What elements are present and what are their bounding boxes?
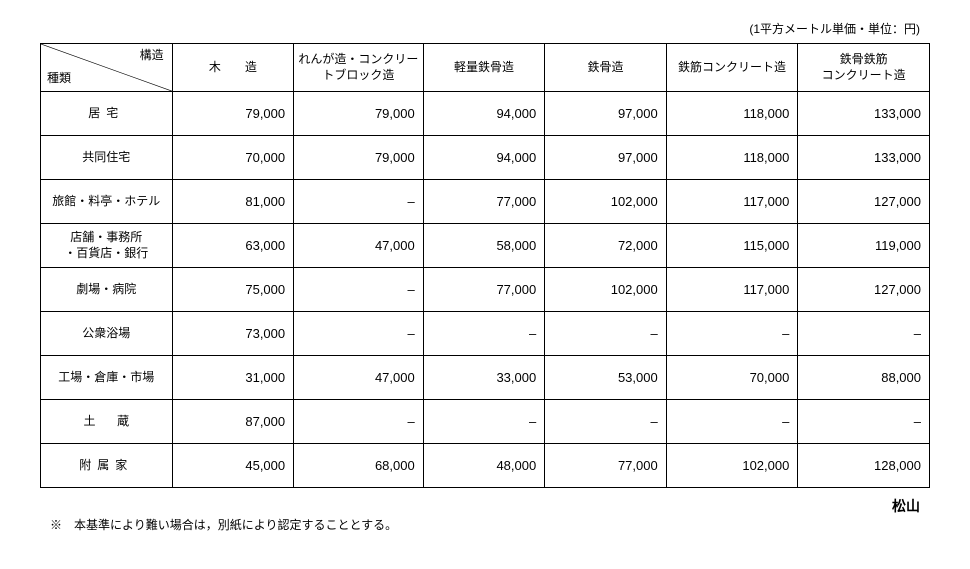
table-row: 居宅79,00079,00094,00097,000118,000133,000 (41, 92, 930, 136)
value-cell: 68,000 (294, 444, 424, 488)
value-cell: 97,000 (545, 136, 667, 180)
value-cell: – (294, 180, 424, 224)
value-cell: 133,000 (798, 92, 930, 136)
column-header: 鉄骨鉄筋コンクリート造 (798, 44, 930, 92)
value-cell: 117,000 (666, 180, 798, 224)
row-label: 共同住宅 (41, 136, 173, 180)
value-cell: 127,000 (798, 268, 930, 312)
column-header: 鉄筋コンクリート造 (666, 44, 798, 92)
value-cell: 79,000 (172, 92, 294, 136)
value-cell: 127,000 (798, 180, 930, 224)
row-label: 店舗・事務所・百貨店・銀行 (41, 224, 173, 268)
row-label: 工場・倉庫・市場 (41, 356, 173, 400)
column-header: 木造 (172, 44, 294, 92)
value-cell: 73,000 (172, 312, 294, 356)
diagonal-header: 構造 種類 (41, 44, 173, 92)
column-header: 鉄骨造 (545, 44, 667, 92)
value-cell: 77,000 (423, 268, 545, 312)
value-cell: 94,000 (423, 92, 545, 136)
row-label: 旅館・料亭・ホテル (41, 180, 173, 224)
value-cell: 79,000 (294, 136, 424, 180)
value-cell: 72,000 (545, 224, 667, 268)
table-row: 旅館・料亭・ホテル81,000–77,000102,000117,000127,… (41, 180, 930, 224)
value-cell: – (423, 400, 545, 444)
price-table: 構造 種類 木造れんが造・コンクリートブロック造軽量鉄骨造鉄骨造鉄筋コンクリート… (40, 43, 930, 488)
row-label: 附属家 (41, 444, 173, 488)
table-row: 公衆浴場73,000––––– (41, 312, 930, 356)
value-cell: 75,000 (172, 268, 294, 312)
value-cell: – (798, 400, 930, 444)
value-cell: 77,000 (423, 180, 545, 224)
value-cell: 31,000 (172, 356, 294, 400)
value-cell: 70,000 (172, 136, 294, 180)
value-cell: – (294, 400, 424, 444)
row-label: 劇場・病院 (41, 268, 173, 312)
value-cell: – (423, 312, 545, 356)
value-cell: 94,000 (423, 136, 545, 180)
value-cell: 70,000 (666, 356, 798, 400)
value-cell: 102,000 (545, 180, 667, 224)
diagonal-top-label: 構造 (140, 48, 164, 64)
value-cell: 97,000 (545, 92, 667, 136)
table-row: 工場・倉庫・市場31,00047,00033,00053,00070,00088… (41, 356, 930, 400)
value-cell: 102,000 (666, 444, 798, 488)
value-cell: 115,000 (666, 224, 798, 268)
region-label: 松山 (40, 496, 930, 516)
value-cell: – (798, 312, 930, 356)
value-cell: – (294, 268, 424, 312)
value-cell: 118,000 (666, 136, 798, 180)
table-row: 劇場・病院75,000–77,000102,000117,000127,000 (41, 268, 930, 312)
value-cell: – (666, 312, 798, 356)
value-cell: 128,000 (798, 444, 930, 488)
value-cell: 33,000 (423, 356, 545, 400)
value-cell: 81,000 (172, 180, 294, 224)
value-cell: 53,000 (545, 356, 667, 400)
column-header: 軽量鉄骨造 (423, 44, 545, 92)
value-cell: 102,000 (545, 268, 667, 312)
table-row: 店舗・事務所・百貨店・銀行63,00047,00058,00072,000115… (41, 224, 930, 268)
value-cell: 133,000 (798, 136, 930, 180)
value-cell: 58,000 (423, 224, 545, 268)
footnote: ※ 本基準により難い場合は，別紙により認定することとする。 (40, 516, 930, 533)
row-label: 居宅 (41, 92, 173, 136)
diagonal-bottom-label: 種類 (47, 71, 71, 87)
value-cell: 117,000 (666, 268, 798, 312)
value-cell: 79,000 (294, 92, 424, 136)
table-row: 土蔵87,000––––– (41, 400, 930, 444)
value-cell: 118,000 (666, 92, 798, 136)
value-cell: – (294, 312, 424, 356)
value-cell: 63,000 (172, 224, 294, 268)
value-cell: 47,000 (294, 224, 424, 268)
value-cell: 77,000 (545, 444, 667, 488)
value-cell: 45,000 (172, 444, 294, 488)
row-label: 土蔵 (41, 400, 173, 444)
table-row: 附属家45,00068,00048,00077,000102,000128,00… (41, 444, 930, 488)
table-row: 共同住宅70,00079,00094,00097,000118,000133,0… (41, 136, 930, 180)
value-cell: – (666, 400, 798, 444)
unit-note: (1平方メートル単価・単位：円) (40, 20, 930, 37)
row-label: 公衆浴場 (41, 312, 173, 356)
column-header: れんが造・コンクリートブロック造 (294, 44, 424, 92)
value-cell: 119,000 (798, 224, 930, 268)
value-cell: 87,000 (172, 400, 294, 444)
value-cell: – (545, 312, 667, 356)
value-cell: – (545, 400, 667, 444)
value-cell: 47,000 (294, 356, 424, 400)
value-cell: 88,000 (798, 356, 930, 400)
header-row: 構造 種類 木造れんが造・コンクリートブロック造軽量鉄骨造鉄骨造鉄筋コンクリート… (41, 44, 930, 92)
value-cell: 48,000 (423, 444, 545, 488)
